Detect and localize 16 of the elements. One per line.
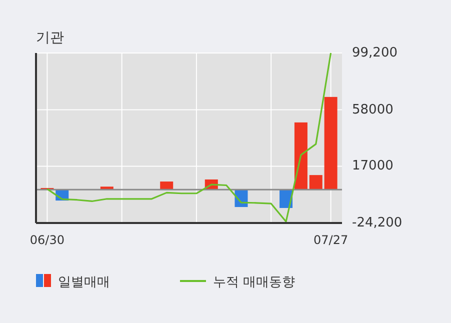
bar — [160, 182, 174, 190]
bar — [294, 122, 308, 190]
bar — [324, 96, 338, 190]
legend-label: 누적 매매동향 — [213, 275, 296, 290]
x-tick-label: 07/27 — [314, 233, 348, 247]
legend-item: 일별매매 — [36, 274, 110, 290]
legend-item: 누적 매매동향 — [180, 275, 296, 290]
legend-label: 일별매매 — [58, 275, 110, 290]
chart-title: 기관 — [36, 30, 64, 46]
x-tick-label: 06/30 — [30, 233, 64, 247]
line-series — [46, 52, 332, 222]
y-tick-label: 58000 — [352, 102, 394, 118]
bar — [309, 175, 322, 190]
y-tick-label: 17000 — [352, 158, 394, 174]
y-tick-label: 99,200 — [352, 46, 398, 60]
y-tick-label: -24,200 — [352, 216, 402, 230]
